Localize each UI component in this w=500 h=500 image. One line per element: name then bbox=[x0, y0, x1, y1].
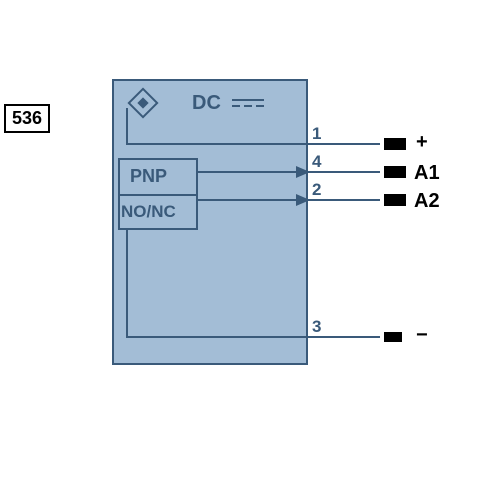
nonc-label: NO/NC bbox=[121, 202, 176, 222]
terminal-block bbox=[384, 194, 406, 206]
terminal-block bbox=[384, 166, 406, 178]
wire-number: 1 bbox=[312, 124, 321, 144]
terminal-label: A1 bbox=[414, 162, 440, 185]
dc-symbol-dashes bbox=[232, 105, 264, 107]
terminal-block bbox=[384, 138, 406, 150]
terminal-label: + bbox=[416, 131, 428, 154]
dc-label: DC bbox=[192, 92, 221, 115]
reference-number: 536 bbox=[12, 108, 42, 128]
wire-number: 2 bbox=[312, 180, 321, 200]
dc-symbol-line bbox=[232, 99, 264, 101]
wire-number: 3 bbox=[312, 317, 321, 337]
wire-1-vert bbox=[126, 108, 128, 143]
wire-number: 4 bbox=[312, 152, 321, 172]
wire-1 bbox=[126, 143, 380, 145]
terminal-label: A2 bbox=[414, 190, 440, 213]
terminal-label: − bbox=[416, 324, 428, 347]
wire-2 bbox=[198, 199, 380, 201]
pnp-label: PNP bbox=[130, 166, 167, 187]
wire-3-vert bbox=[126, 230, 128, 336]
terminal-block bbox=[384, 332, 402, 342]
wire-3 bbox=[126, 336, 380, 338]
wire-4 bbox=[198, 171, 380, 173]
reference-number-box: 536 bbox=[4, 104, 50, 133]
output-box-divider bbox=[118, 194, 198, 196]
arrow-icon bbox=[296, 194, 310, 206]
arrow-icon bbox=[296, 166, 310, 178]
